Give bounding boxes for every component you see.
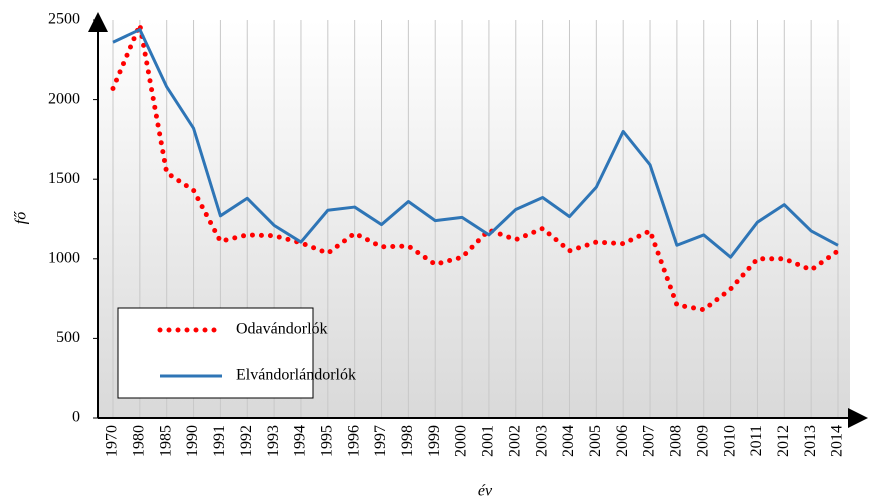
y-tick-label: 2500 <box>48 11 80 28</box>
x-tick-label: 1997 <box>372 425 389 457</box>
x-tick-label: 2011 <box>748 425 765 456</box>
legend-label: Odavándorlók <box>236 321 328 338</box>
x-tick-label: 2008 <box>668 425 685 457</box>
x-tick-label: 2002 <box>506 425 523 457</box>
x-tick-label: 1994 <box>292 425 309 457</box>
y-tick-label: 2000 <box>48 90 80 107</box>
x-tick-label: 1970 <box>104 425 121 457</box>
x-tick-label: 2003 <box>533 425 550 457</box>
x-tick-label: 1991 <box>211 425 228 457</box>
y-tick-label: 1500 <box>48 170 80 187</box>
x-tick-label: 1996 <box>345 425 362 457</box>
x-tick-label: 1992 <box>238 425 255 457</box>
series-line <box>112 28 839 259</box>
x-tick-label: 2009 <box>694 425 711 457</box>
x-tick-label: 2012 <box>775 425 792 457</box>
x-tick-label: 1993 <box>265 425 282 457</box>
y-tick-label: 500 <box>56 329 80 346</box>
x-tick-label: 2000 <box>453 425 470 457</box>
x-tick-label: 2001 <box>480 425 497 457</box>
x-tick-label: 2013 <box>802 425 819 457</box>
x-tick-label: 1999 <box>426 425 443 457</box>
x-tick-label: 2014 <box>829 425 846 457</box>
y-tick-label: 1000 <box>48 249 80 266</box>
x-tick-label: 1985 <box>157 425 174 457</box>
legend <box>117 307 314 399</box>
x-tick-label: 1998 <box>399 425 416 457</box>
x-tick-label: 1995 <box>318 425 335 457</box>
y-tick-label: 0 <box>72 409 80 426</box>
x-tick-label: 1980 <box>131 425 148 457</box>
series-line <box>110 22 841 313</box>
x-tick-label: 2010 <box>721 425 738 457</box>
x-tick-label: 1990 <box>184 425 201 457</box>
x-tick-label: 2004 <box>560 425 577 457</box>
legend-label: Elvándorlándorlók <box>236 367 356 384</box>
x-tick-label: 2005 <box>587 425 604 457</box>
x-tick-label: 2007 <box>641 425 658 457</box>
x-axis-label: év <box>478 483 493 500</box>
x-tick-label: 2006 <box>614 425 631 457</box>
y-axis-label: fő <box>13 211 30 224</box>
